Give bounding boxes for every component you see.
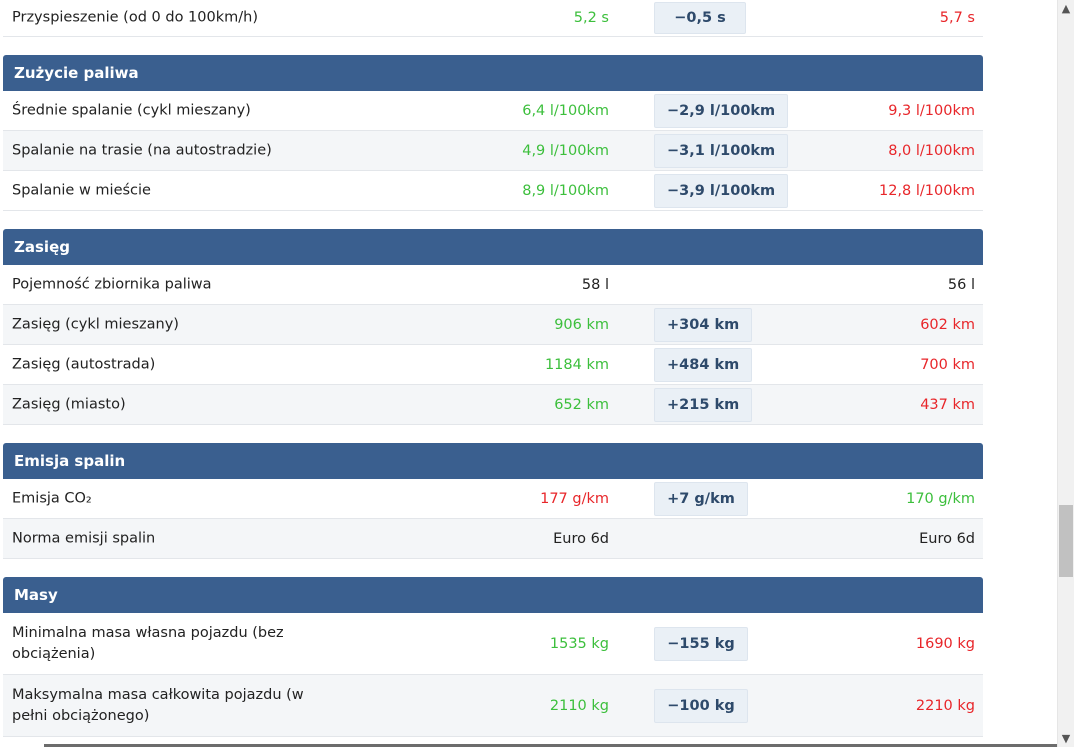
vertical-scrollbar[interactable]: ▲ ▼ — [1057, 0, 1074, 747]
difference-badge: −0,5 s — [654, 2, 746, 34]
comparison-table: Przyspieszenie (od 0 do 100km/h) 5,2 s −… — [3, 0, 983, 737]
scrollbar-thumb[interactable] — [1059, 505, 1073, 577]
spec-row-tank-capacity: Pojemność zbiornika paliwa 58 l 56 l — [3, 265, 983, 305]
row-label: Norma emisji spalin — [12, 530, 156, 546]
spec-row-co2: Emisja CO₂ 177 g/km +7 g/km 170 g/km — [3, 479, 983, 519]
car2-value: 2210 kg — [915, 697, 975, 714]
difference-badge: −3,9 l/100km — [654, 173, 789, 208]
spec-row-acceleration: Przyspieszenie (od 0 do 100km/h) 5,2 s −… — [3, 0, 983, 37]
difference-badge: +484 km — [654, 347, 753, 382]
difference-badge: +215 km — [654, 387, 753, 422]
section-header-emission: Emisja spalin — [3, 443, 983, 479]
row-label: Spalanie w mieście — [12, 182, 151, 198]
row-label: Pojemność zbiornika paliwa — [12, 276, 212, 292]
spec-row-range-highway: Zasięg (autostrada) 1184 km +484 km 700 … — [3, 345, 983, 385]
car1-value: 1535 kg — [549, 635, 609, 652]
row-label: Maksymalna masa całkowita pojazdu (w peł… — [12, 686, 304, 724]
spec-row-curb-weight: Minimalna masa własna pojazdu (bez obcią… — [3, 613, 983, 675]
scroll-down-icon[interactable]: ▼ — [1061, 732, 1071, 745]
row-label: Zasięg (autostrada) — [12, 356, 156, 372]
car1-value: 8,9 l/100km — [522, 182, 609, 199]
car2-value: 437 km — [920, 396, 975, 413]
car2-value: 700 km — [920, 356, 975, 373]
difference-badge: −3,1 l/100km — [654, 133, 789, 168]
row-label: Średnie spalanie (cykl mieszany) — [12, 102, 251, 118]
row-label: Emisja CO₂ — [12, 490, 92, 506]
difference-badge: −2,9 l/100km — [654, 93, 789, 128]
spec-row-highway-consumption: Spalanie na trasie (na autostradzie) 4,9… — [3, 131, 983, 171]
section-header-mass: Masy — [3, 577, 983, 613]
car1-value: Euro 6d — [553, 530, 609, 547]
section-header-range: Zasięg — [3, 229, 983, 265]
car1-value: 906 km — [554, 316, 609, 333]
difference-badge: +7 g/km — [654, 481, 748, 516]
spec-row-range-city: Zasięg (miasto) 652 km +215 km 437 km — [3, 385, 983, 425]
spec-row-range-mixed: Zasięg (cykl mieszany) 906 km +304 km 60… — [3, 305, 983, 345]
car1-value: 2110 kg — [549, 697, 609, 714]
car2-value: 602 km — [920, 316, 975, 333]
horizontal-divider — [44, 744, 1057, 747]
difference-badge: −100 kg — [654, 688, 748, 723]
row-label: Przyspieszenie (od 0 do 100km/h) — [12, 9, 258, 26]
scroll-up-icon[interactable]: ▲ — [1061, 2, 1071, 15]
car1-value: 6,4 l/100km — [522, 102, 609, 119]
row-label: Minimalna masa własna pojazdu (bez obcią… — [12, 624, 284, 662]
spec-row-avg-consumption: Średnie spalanie (cykl mieszany) 6,4 l/1… — [3, 91, 983, 131]
car1-value: 1184 km — [544, 356, 609, 373]
car1-value: 5,2 s — [573, 10, 609, 26]
section-gap — [3, 37, 983, 55]
section-gap — [3, 559, 983, 577]
car2-value: 9,3 l/100km — [888, 102, 975, 119]
spec-row-city-consumption: Spalanie w mieście 8,9 l/100km −3,9 l/10… — [3, 171, 983, 211]
row-label: Zasięg (miasto) — [12, 396, 126, 412]
car1-value: 4,9 l/100km — [522, 142, 609, 159]
car2-value: 12,8 l/100km — [878, 182, 975, 199]
spec-row-emission-norm: Norma emisji spalin Euro 6d Euro 6d — [3, 519, 983, 559]
difference-badge: +304 km — [654, 307, 753, 342]
car2-value: 170 g/km — [906, 490, 975, 507]
section-gap — [3, 211, 983, 229]
car2-value: 1690 kg — [915, 635, 975, 652]
row-label: Spalanie na trasie (na autostradzie) — [12, 142, 272, 158]
spec-row-gross-weight: Maksymalna masa całkowita pojazdu (w peł… — [3, 675, 983, 737]
difference-badge: −155 kg — [654, 626, 748, 661]
car1-value: 177 g/km — [540, 490, 609, 507]
section-gap — [3, 425, 983, 443]
car2-value: 8,0 l/100km — [888, 142, 975, 159]
car1-value: 58 l — [581, 276, 609, 293]
car2-value: 56 l — [947, 276, 975, 293]
section-header-fuel: Zużycie paliwa — [3, 55, 983, 91]
car2-value: 5,7 s — [939, 10, 975, 26]
row-label: Zasięg (cykl mieszany) — [12, 316, 179, 332]
car2-value: Euro 6d — [919, 530, 975, 547]
car1-value: 652 km — [554, 396, 609, 413]
